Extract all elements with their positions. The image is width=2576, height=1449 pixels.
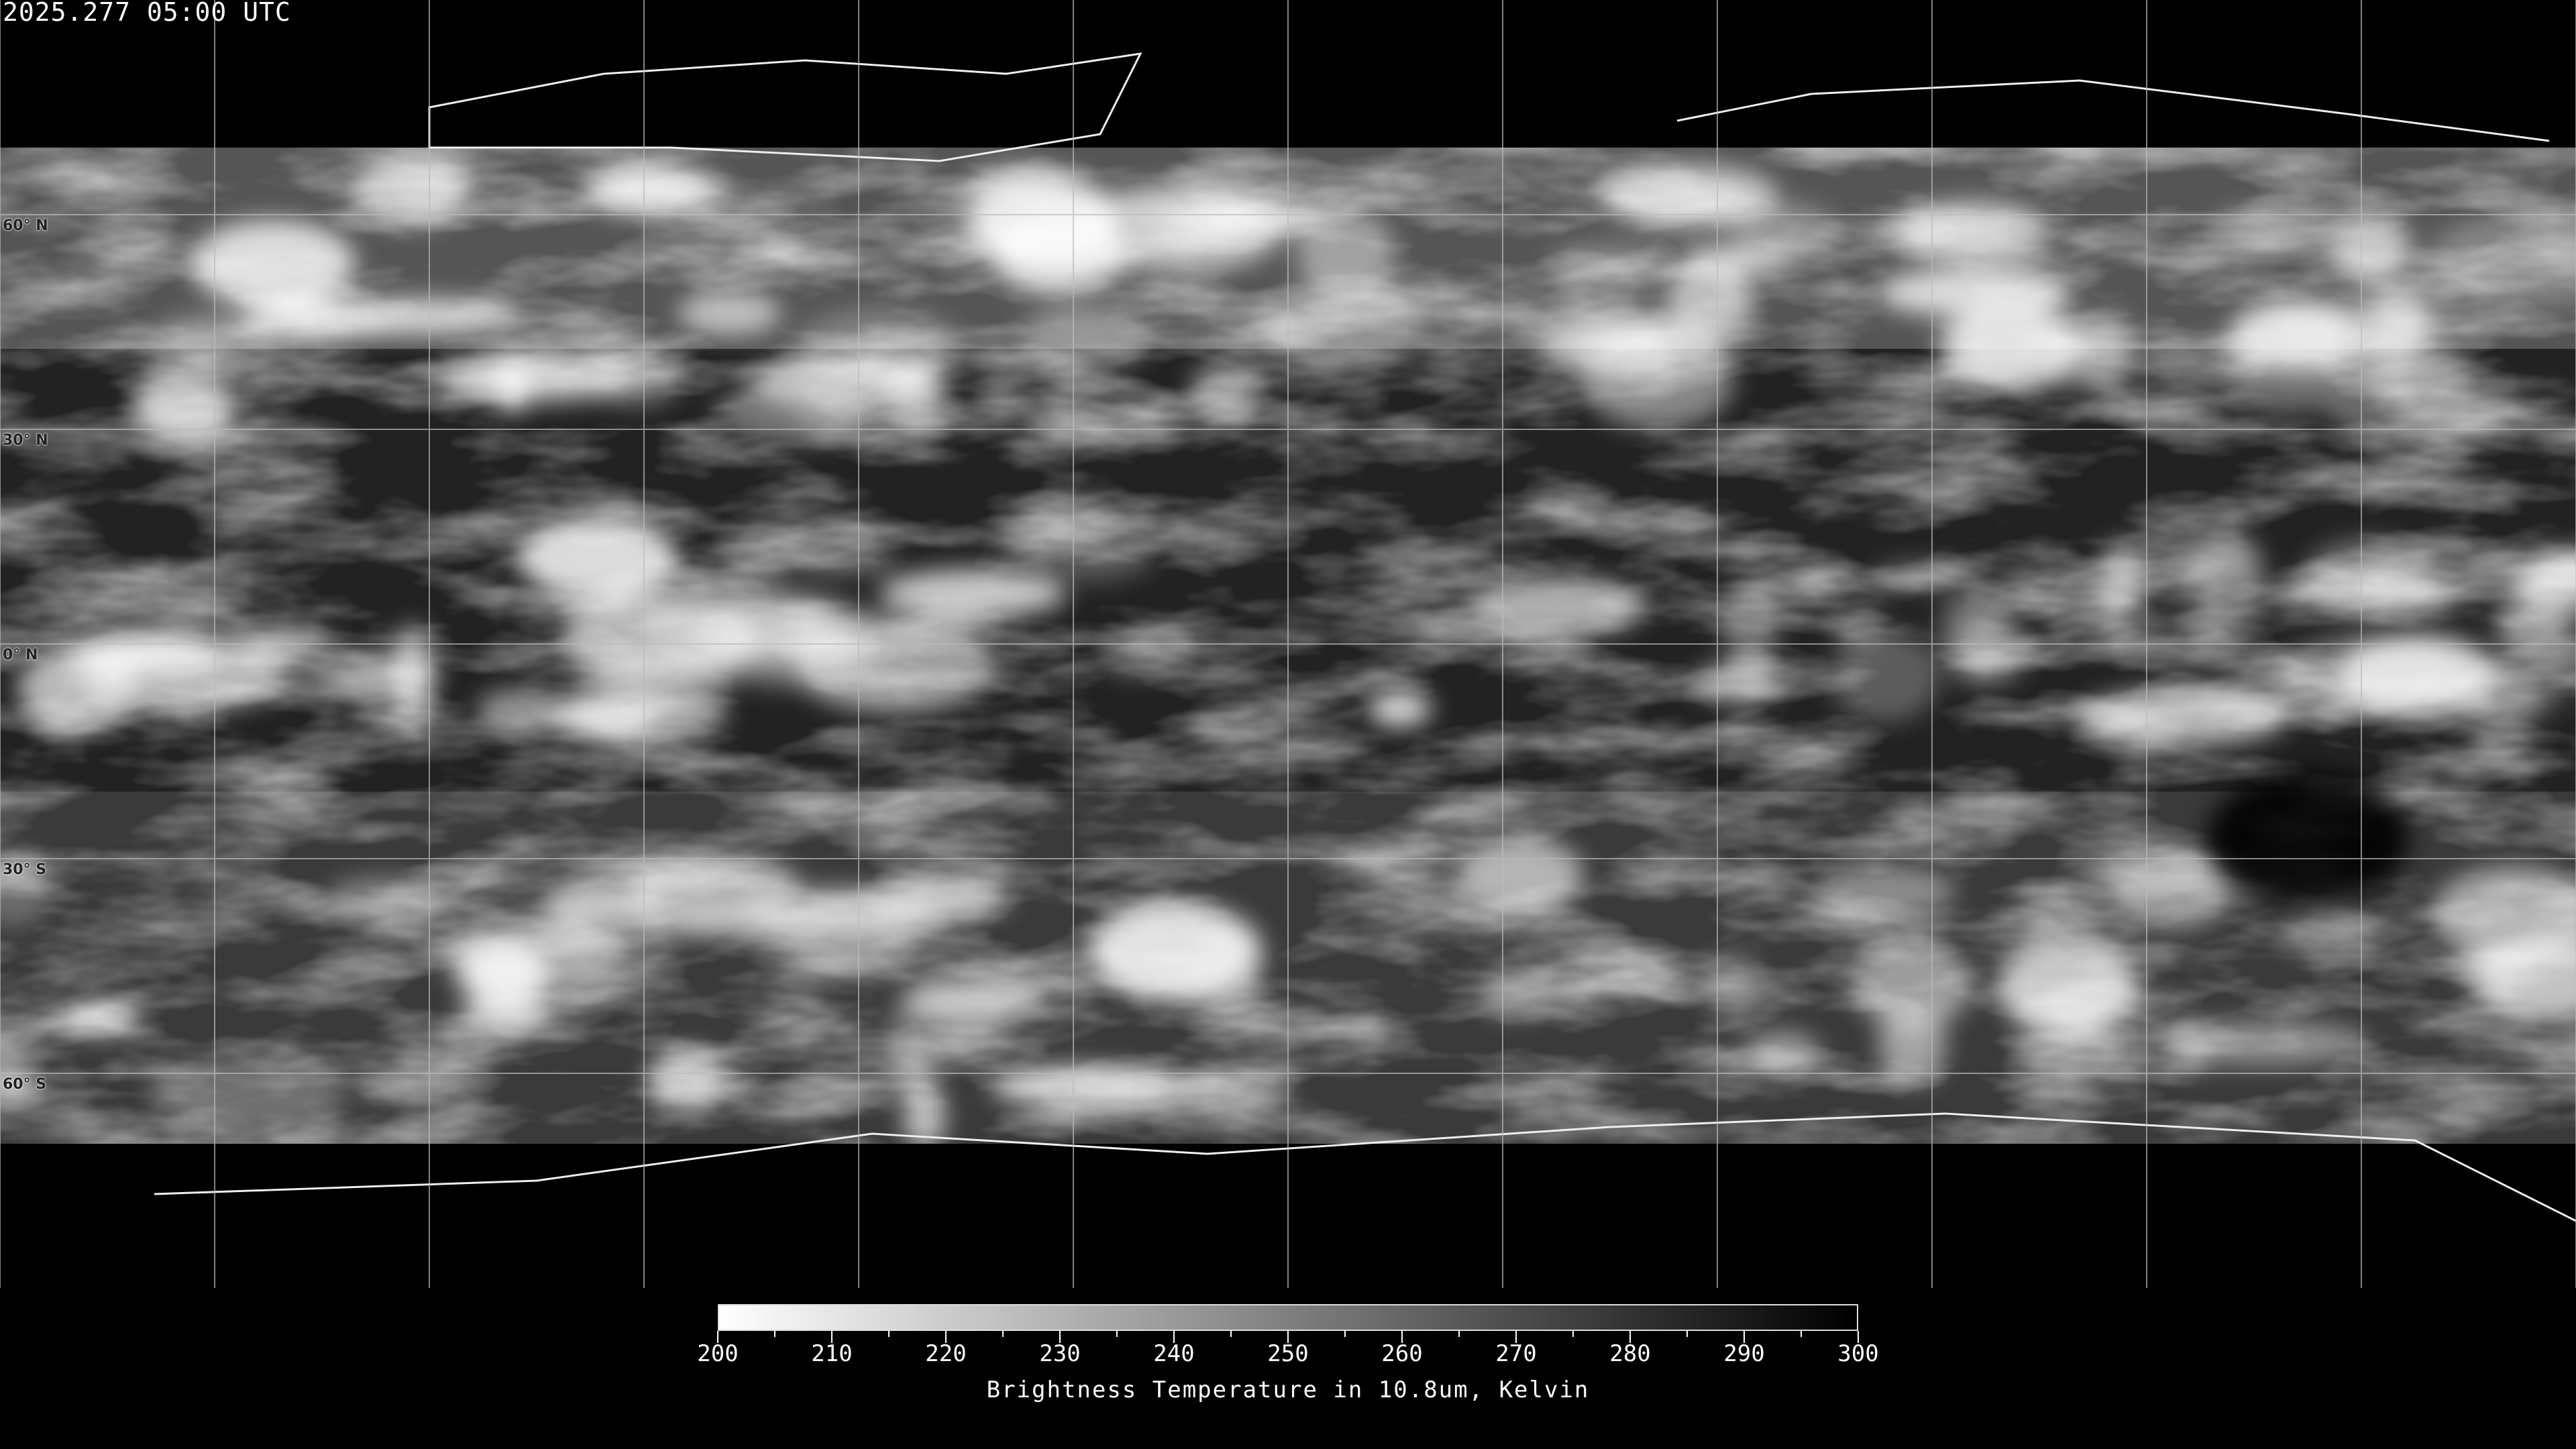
colorbar-tick-label: 230 bbox=[1039, 1340, 1081, 1367]
colorbar-tick-label: 240 bbox=[1153, 1340, 1195, 1367]
colorbar-tick bbox=[1743, 1331, 1745, 1343]
colorbar-tick-label: 200 bbox=[697, 1340, 739, 1367]
lat-label: 60° S bbox=[3, 1076, 47, 1093]
colorbar-tick bbox=[1059, 1331, 1061, 1343]
colorbar-tick bbox=[945, 1331, 947, 1343]
colorbar-tick bbox=[1629, 1331, 1631, 1343]
colorbar-tick-label: 290 bbox=[1723, 1340, 1765, 1367]
ir-imagery bbox=[0, 0, 2576, 1288]
colorbar-tick bbox=[1401, 1331, 1403, 1343]
colorbar-tick-label: 270 bbox=[1495, 1340, 1537, 1367]
colorbar-tick bbox=[1002, 1331, 1004, 1337]
lat-label: 0° N bbox=[3, 647, 38, 663]
colorbar-tick bbox=[774, 1331, 775, 1337]
colorbar-tick bbox=[1572, 1331, 1574, 1337]
colorbar-tick bbox=[831, 1331, 833, 1343]
colorbar-tick bbox=[888, 1331, 890, 1337]
colorbar bbox=[718, 1304, 1858, 1331]
colorbar-tick bbox=[1287, 1331, 1289, 1343]
colorbar-tick bbox=[1686, 1331, 1688, 1337]
colorbar-tick bbox=[1858, 1331, 1859, 1343]
satellite-map bbox=[0, 0, 2576, 1288]
colorbar-tick bbox=[1230, 1331, 1232, 1337]
colorbar-tick bbox=[1344, 1331, 1346, 1337]
lat-label: 30° N bbox=[3, 432, 48, 449]
coastlines bbox=[154, 52, 2576, 1222]
colorbar-label: Brightness Temperature in 10.8um, Kelvin bbox=[986, 1377, 1590, 1403]
colorbar-tick-label: 250 bbox=[1267, 1340, 1309, 1367]
colorbar-tick bbox=[1458, 1331, 1460, 1337]
colorbar-tick bbox=[1801, 1331, 1802, 1337]
lat-label: 60° N bbox=[3, 217, 48, 234]
timestamp-title: 2025.277 05:00 UTC bbox=[3, 0, 291, 27]
colorbar-tick bbox=[1515, 1331, 1517, 1343]
colorbar-tick-label: 210 bbox=[811, 1340, 853, 1367]
colorbar-tick-label: 260 bbox=[1381, 1340, 1423, 1367]
colorbar-tick-label: 300 bbox=[1837, 1340, 1879, 1367]
colorbar-tick bbox=[1173, 1331, 1175, 1343]
lat-label: 30° S bbox=[3, 861, 47, 878]
colorbar-tick-label: 280 bbox=[1609, 1340, 1651, 1367]
colorbar-tick bbox=[1116, 1331, 1118, 1337]
colorbar-tick bbox=[717, 1331, 718, 1343]
colorbar-tick-label: 220 bbox=[925, 1340, 967, 1367]
